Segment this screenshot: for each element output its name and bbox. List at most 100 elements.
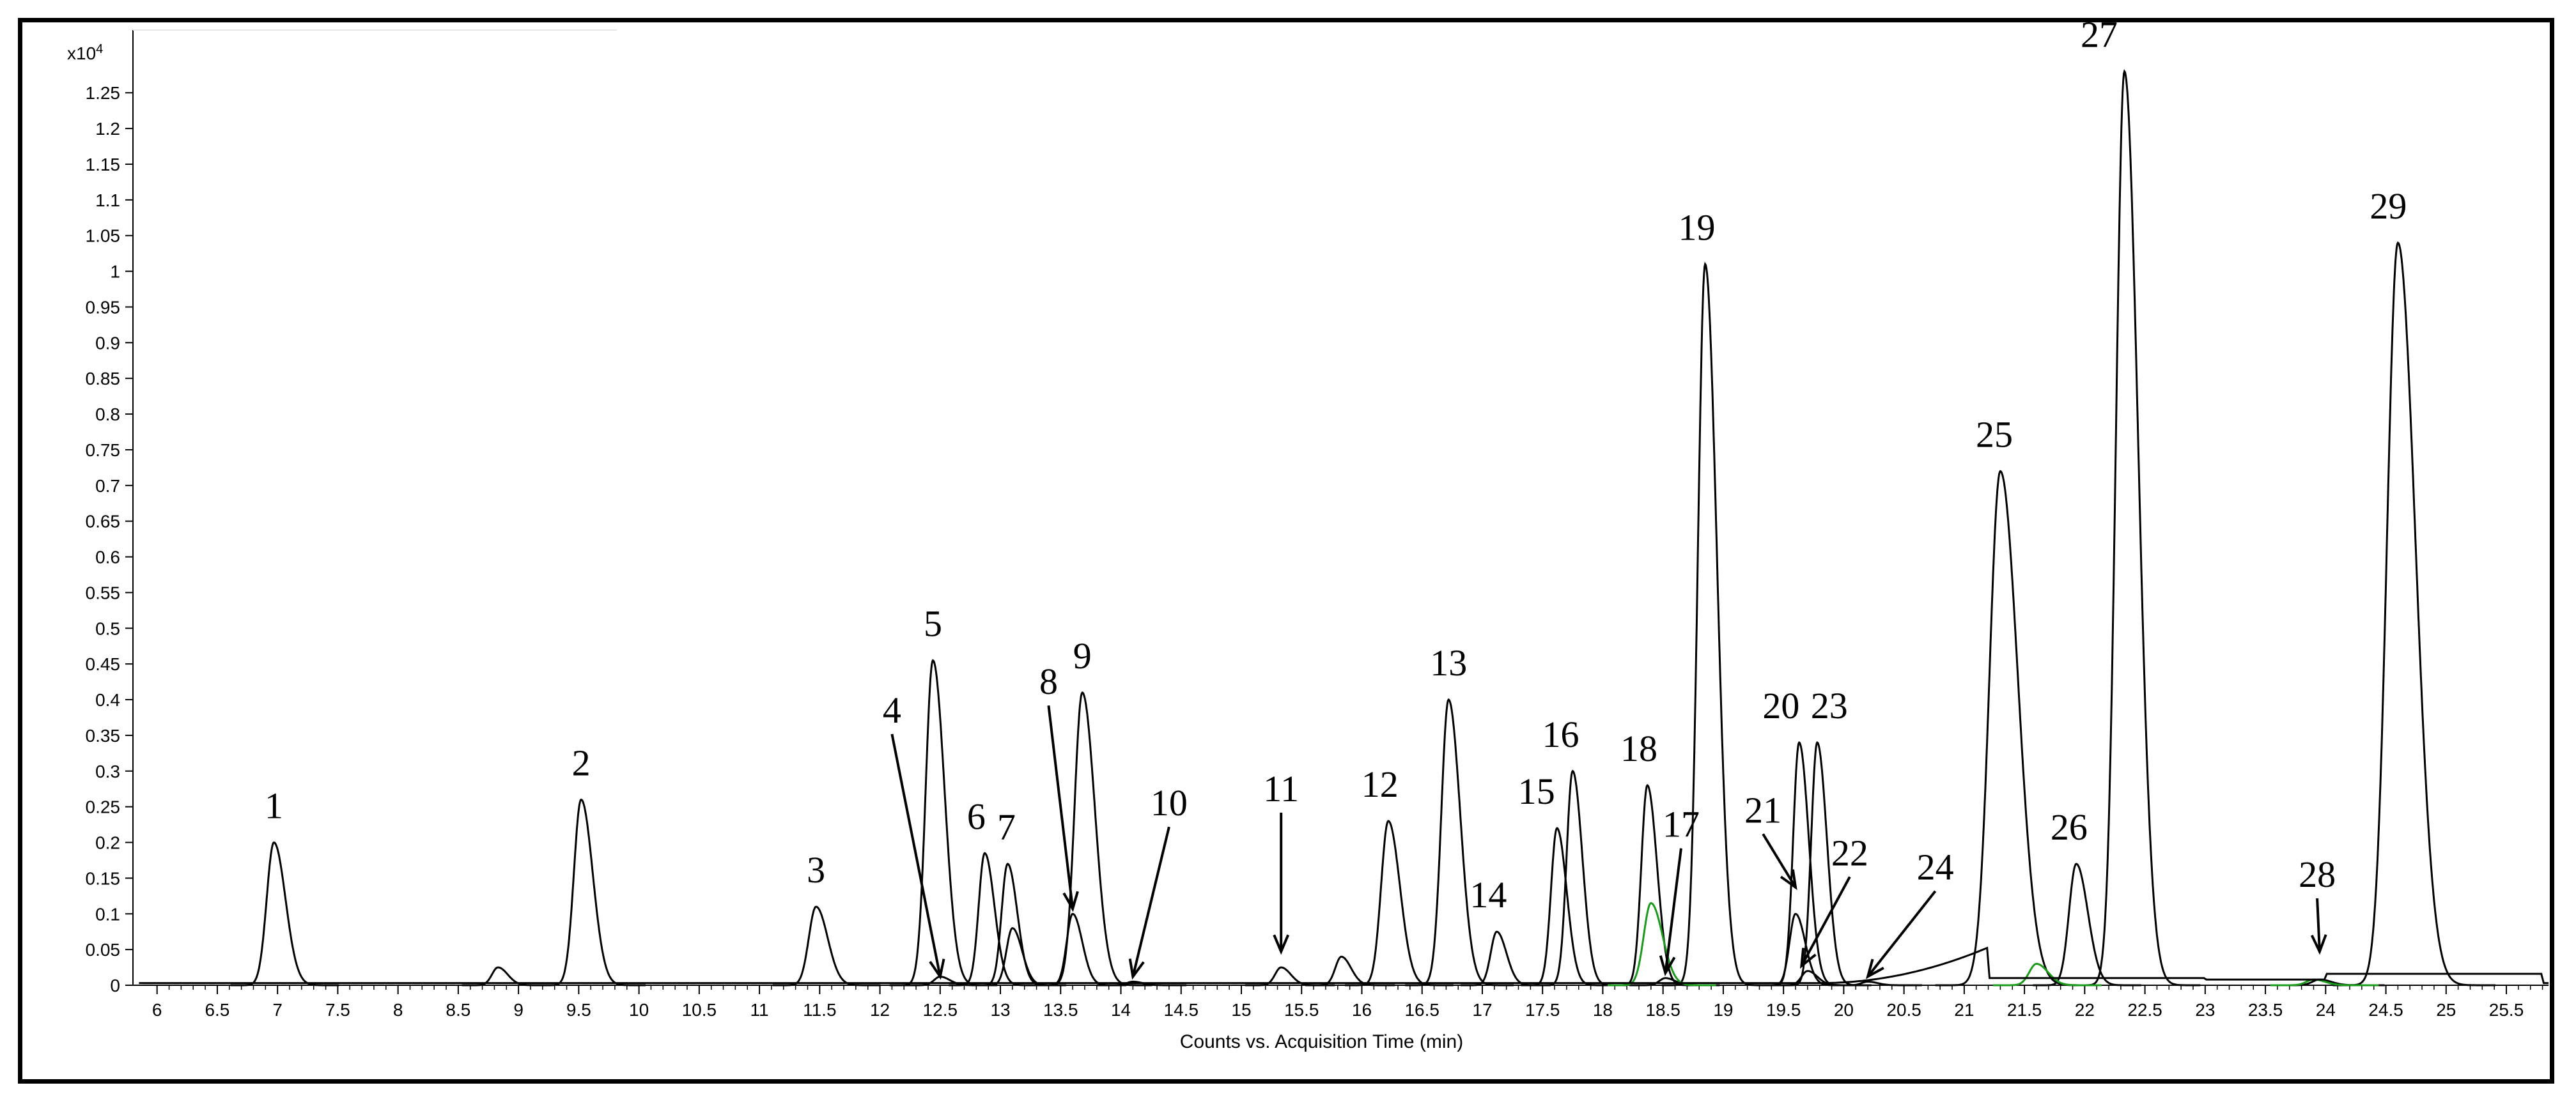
y-tick-label: 0.45 [86, 654, 121, 674]
y-tick-label: 0.1 [95, 904, 120, 924]
x-tick-label: 24.5 [2368, 1000, 2403, 1020]
x-tick-label: 12 [870, 1000, 890, 1020]
peak-label: 13 [1430, 642, 1467, 684]
x-tick-label: 20 [1834, 1000, 1854, 1020]
peak-arrowhead [1799, 948, 1817, 969]
x-tick-label: 7.5 [325, 1000, 350, 1020]
x-tick-label: 23.5 [2248, 1000, 2283, 1020]
traces [139, 69, 2549, 987]
x-tick-label: 14 [1111, 1000, 1131, 1020]
y-tick-label: 0.15 [86, 868, 121, 888]
y-tick-label: 0.8 [95, 404, 120, 424]
peak-label: 18 [1620, 728, 1657, 769]
x-tick-label: 15.5 [1284, 1000, 1319, 1020]
peak-arrow [1762, 833, 1797, 888]
x-tick-label: 25.5 [2489, 1000, 2524, 1020]
peak-arrow [1047, 705, 1075, 909]
y-tick-label: 0.7 [95, 476, 120, 496]
x-tick-label: 19.5 [1766, 1000, 1801, 1020]
y-tick-label: 0.85 [86, 369, 121, 388]
trace-peak [1608, 902, 1716, 987]
peak-label: 23 [1811, 685, 1848, 726]
y-tick-label: 1.25 [86, 83, 121, 103]
y-tick-label: 0.95 [86, 297, 121, 317]
x-tick-label: 8.5 [446, 1000, 470, 1020]
peak-label: 11 [1263, 768, 1299, 810]
peak-label: 16 [1542, 714, 1579, 755]
peak-arrowhead [1128, 958, 1145, 980]
peak-arrow [1664, 848, 1682, 974]
peak-label: 3 [807, 849, 825, 891]
x-tick-label: 25 [2436, 1000, 2456, 1020]
peak-arrow [1800, 876, 1851, 967]
trace-peak [1305, 955, 1395, 987]
peak-arrow [2316, 898, 2321, 952]
y-axis-ticks: 0 0.05 0.1 0.15 0.2 0.25 0.3 0.35 0.4 0.45 0.5 0.55… [86, 83, 133, 995]
y-tick-label: 1.15 [86, 155, 121, 174]
y-tick-label: 0.75 [86, 440, 121, 460]
peak-label: 20 [1762, 685, 1799, 726]
peak-arrow [1866, 890, 1937, 978]
x-tick-label: 18 [1593, 1000, 1613, 1020]
y-tick-label: 0.3 [95, 762, 120, 781]
x-tick-label: 10.5 [682, 1000, 717, 1020]
x-tick-label: 22.5 [2127, 1000, 2162, 1020]
x-tick-label: 6.5 [205, 1000, 229, 1020]
trace-peak [1935, 470, 2099, 987]
peak-arrowhead [929, 958, 945, 980]
peak-arrowhead [1780, 869, 1797, 891]
peak-label: 14 [1470, 874, 1507, 916]
y-tick-label: 0.35 [86, 726, 121, 746]
peak-label: 27 [2081, 22, 2118, 56]
trace-peak [1405, 698, 1514, 987]
y-tick-label: 0.25 [86, 797, 121, 817]
x-tick-label: 17 [1472, 1000, 1492, 1020]
trace-peak [2033, 863, 2141, 987]
y-tick-label: 0.9 [95, 333, 120, 353]
y-tick-label: 0.5 [95, 618, 120, 638]
y-scale-label: x104 [67, 42, 103, 63]
trace-peak [1036, 912, 1126, 987]
trace-peak [2074, 69, 2201, 987]
x-tick-label: 13.5 [1043, 1000, 1078, 1020]
peak-arrowhead [2310, 934, 2327, 955]
x-tick-label: 17.5 [1525, 1000, 1560, 1020]
peak-label: 9 [1073, 635, 1092, 677]
trace-peak [2332, 241, 2496, 987]
trace-peak [971, 863, 1062, 987]
x-tick-label: 11.5 [803, 1000, 836, 1020]
y-tick-label: 0.55 [86, 583, 121, 603]
peak-label: 28 [2299, 854, 2336, 895]
peak-label: 4 [883, 689, 901, 731]
peak-label: 21 [1744, 789, 1781, 831]
peak-label: 1 [265, 785, 283, 827]
x-tick-label: 22 [2075, 1000, 2095, 1020]
baseline-trace [139, 946, 2549, 985]
trace-peak [538, 798, 646, 987]
trace-peak [772, 905, 881, 987]
trace-peak [1035, 691, 1152, 987]
x-tick-label: 6 [152, 1000, 162, 1020]
x-tick-label: 23 [2195, 1000, 2215, 1020]
x-tick-label: 14.5 [1164, 1000, 1199, 1020]
peak-label: 26 [2051, 806, 2088, 848]
y-tick-label: 0 [110, 976, 120, 995]
peak-label: 22 [1831, 832, 1868, 873]
peak-label: 24 [1917, 847, 1954, 888]
trace-peak [230, 841, 339, 987]
peak-label: 5 [924, 603, 942, 645]
x-tick-label: 21 [1954, 1000, 1974, 1020]
x-tick-label: 16 [1352, 1000, 1372, 1020]
x-axis-ticks: 6 6.5 7 7.5 8 8.5 9 9.5 10 10.5 11 11.5 12 12.5 13 13.5… [152, 985, 2543, 1020]
peak-label: 19 [1678, 206, 1715, 248]
x-tick-label: 20.5 [1886, 1000, 1921, 1020]
peak-label: 25 [1976, 413, 2013, 455]
y-tick-label: 1 [110, 262, 120, 282]
x-tick-label: 9 [513, 1000, 524, 1020]
peak-arrowhead [1659, 955, 1676, 976]
x-tick-label: 9.5 [566, 1000, 591, 1020]
peak-arrow [890, 733, 942, 977]
peak-label: 6 [967, 795, 986, 837]
x-tick-label: 19 [1713, 1000, 1733, 1020]
